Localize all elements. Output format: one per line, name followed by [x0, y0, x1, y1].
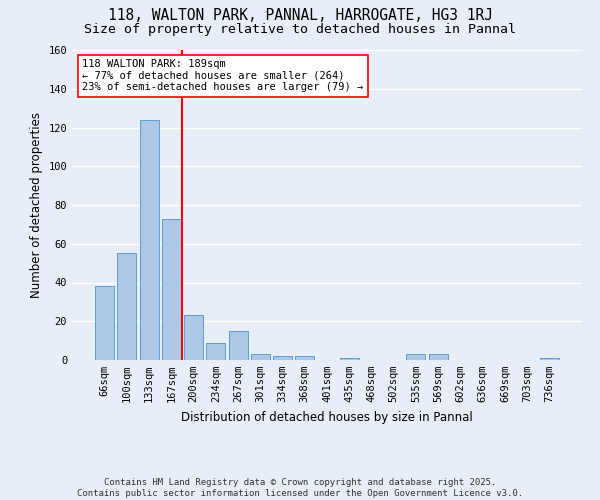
- Bar: [251, 354, 270, 360]
- Text: Size of property relative to detached houses in Pannal: Size of property relative to detached ho…: [84, 22, 516, 36]
- X-axis label: Distribution of detached houses by size in Pannal: Distribution of detached houses by size …: [181, 410, 473, 424]
- Bar: [184, 316, 203, 360]
- Bar: [95, 286, 114, 360]
- Bar: [273, 356, 292, 360]
- Bar: [340, 358, 359, 360]
- Bar: [118, 254, 136, 360]
- Y-axis label: Number of detached properties: Number of detached properties: [30, 112, 43, 298]
- Bar: [540, 358, 559, 360]
- Bar: [206, 342, 225, 360]
- Bar: [229, 331, 248, 360]
- Bar: [429, 354, 448, 360]
- Text: Contains HM Land Registry data © Crown copyright and database right 2025.
Contai: Contains HM Land Registry data © Crown c…: [77, 478, 523, 498]
- Bar: [140, 120, 158, 360]
- Bar: [406, 354, 425, 360]
- Text: 118 WALTON PARK: 189sqm
← 77% of detached houses are smaller (264)
23% of semi-d: 118 WALTON PARK: 189sqm ← 77% of detache…: [82, 60, 364, 92]
- Bar: [162, 218, 181, 360]
- Bar: [295, 356, 314, 360]
- Text: 118, WALTON PARK, PANNAL, HARROGATE, HG3 1RJ: 118, WALTON PARK, PANNAL, HARROGATE, HG3…: [107, 8, 493, 22]
